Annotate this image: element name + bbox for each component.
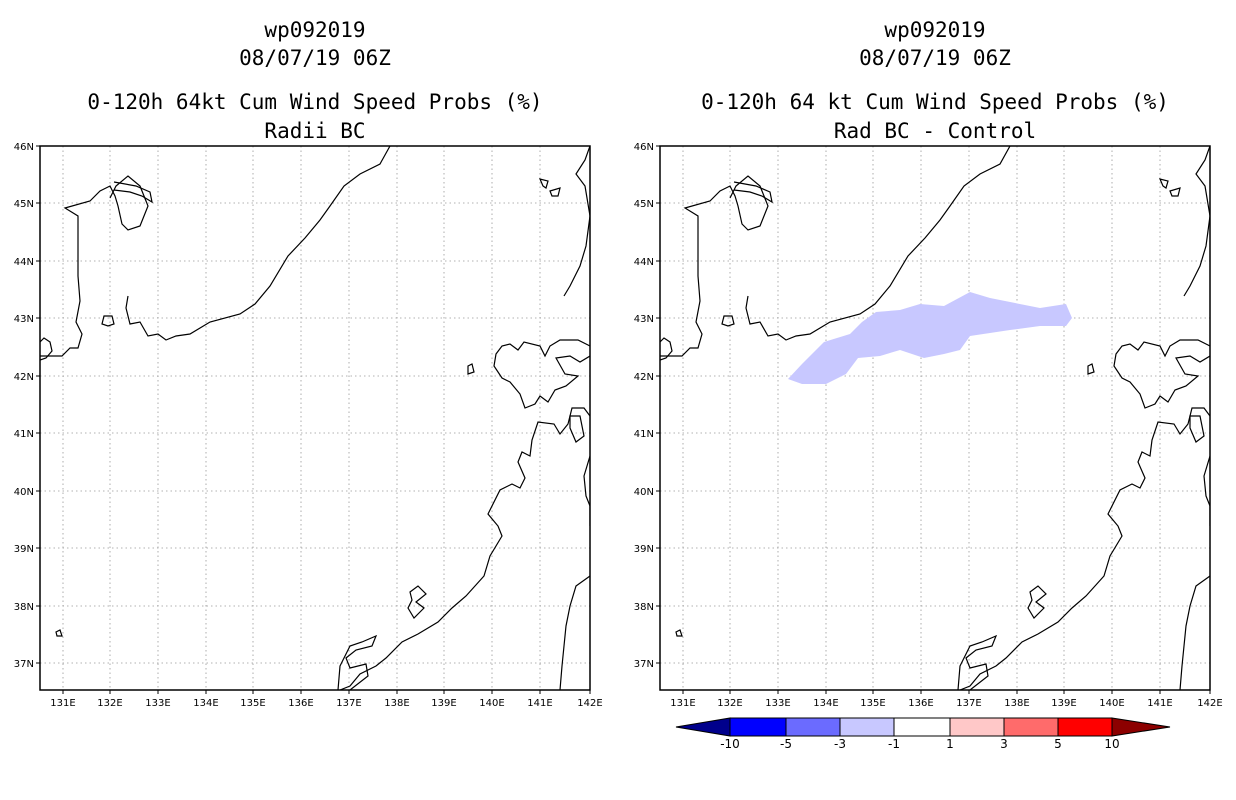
lon-tick-label: 141E	[527, 698, 552, 709]
right-title-storm: wp092019	[884, 18, 986, 42]
lon-tick-label: 132E	[97, 698, 122, 709]
colorbar-segment	[839, 717, 895, 737]
lon-tick-label: 139E	[1051, 698, 1076, 709]
colorbar-arrow-low	[675, 717, 731, 737]
left-title-subtitle: Radii BC	[264, 119, 366, 143]
lon-tick-label: 133E	[145, 698, 170, 709]
lat-tick-label: 39N	[634, 544, 654, 555]
probability-difference-region	[788, 292, 1072, 384]
lon-tick-label: 131E	[50, 698, 75, 709]
left-title-storm: wp092019	[264, 18, 366, 42]
colorbar-segment	[1003, 717, 1059, 737]
right-title-product: 0-120h 64 kt Cum Wind Speed Probs (%)	[701, 90, 1169, 114]
right-title-subtitle: Rad BC - Control	[833, 119, 1037, 143]
lon-tick-label: 135E	[240, 698, 265, 709]
colorbar-arrow-high	[1111, 717, 1171, 737]
lat-tick-label: 39N	[14, 544, 34, 555]
colorbar-segment	[949, 717, 1005, 737]
lat-tick-label: 45N	[14, 199, 34, 210]
left-map-panel: 131E 132E 133E 134E 135E 136E 137E 138E 139E 140E…	[14, 142, 603, 709]
lat-tick-label: 40N	[634, 487, 654, 498]
lon-tick-label: 136E	[288, 698, 313, 709]
lat-tick-label: 45N	[634, 199, 654, 210]
left-title-product: 0-120h 64kt Cum Wind Speed Probs (%)	[87, 90, 543, 114]
lon-tick-label: 142E	[1197, 698, 1222, 709]
right-map-panel: 131E 132E 133E 134E 135E 136E 137E 138E 139E 140E…	[634, 142, 1223, 709]
lon-tick-label: 140E	[479, 698, 504, 709]
colorbar-label: -3	[834, 737, 846, 751]
lat-tick-label: 38N	[14, 602, 34, 613]
colorbar-segment	[785, 717, 841, 737]
colorbar-segment	[1057, 717, 1113, 737]
lon-tick-label: 132E	[717, 698, 742, 709]
colorbar-segment	[893, 717, 951, 737]
lon-tick-label: 133E	[765, 698, 790, 709]
lat-tick-label: 38N	[634, 602, 654, 613]
colorbar-label: -10	[720, 737, 740, 751]
lon-tick-label: 134E	[193, 698, 218, 709]
lat-tick-label: 41N	[634, 429, 654, 440]
lat-tick-label: 37N	[14, 659, 34, 670]
lat-tick-label: 43N	[634, 314, 654, 325]
lon-tick-label: 137E	[336, 698, 361, 709]
lon-tick-label: 134E	[813, 698, 838, 709]
lat-tick-label: 42N	[634, 372, 654, 383]
lat-tick-label: 43N	[14, 314, 34, 325]
lat-tick-label: 44N	[14, 257, 34, 268]
colorbar-label: 1	[946, 737, 954, 751]
lat-tick-label: 37N	[634, 659, 654, 670]
lon-tick-label: 138E	[384, 698, 409, 709]
lat-tick-label: 42N	[14, 372, 34, 383]
colorbar: -10 -5 -3 -1 1 3 5 10	[675, 717, 1171, 751]
lat-tick-label: 46N	[634, 142, 654, 153]
lon-tick-label: 136E	[908, 698, 933, 709]
lon-tick-label: 141E	[1147, 698, 1172, 709]
lon-tick-label: 138E	[1004, 698, 1029, 709]
colorbar-label: -1	[888, 737, 900, 751]
lon-tick-label: 139E	[431, 698, 456, 709]
lon-tick-label: 140E	[1099, 698, 1124, 709]
colorbar-label: 5	[1054, 737, 1062, 751]
lat-tick-label: 46N	[14, 142, 34, 153]
lon-tick-label: 131E	[670, 698, 695, 709]
lat-tick-label: 40N	[14, 487, 34, 498]
colorbar-segment	[729, 717, 787, 737]
lon-tick-label: 137E	[956, 698, 981, 709]
colorbar-label: 10	[1104, 737, 1119, 751]
right-title-time: 08/07/19 06Z	[859, 46, 1011, 70]
colorbar-label: 3	[1000, 737, 1008, 751]
left-axis-ticks: 131E 132E 133E 134E 135E 136E 137E 138E 139E 140E…	[14, 142, 603, 709]
lat-tick-label: 41N	[14, 429, 34, 440]
lat-tick-label: 44N	[634, 257, 654, 268]
colorbar-label: -5	[780, 737, 792, 751]
lon-tick-label: 135E	[860, 698, 885, 709]
lon-tick-label: 142E	[577, 698, 602, 709]
right-axis-ticks: 131E 132E 133E 134E 135E 136E 137E 138E 139E 140E…	[634, 142, 1223, 709]
left-title-time: 08/07/19 06Z	[239, 46, 391, 70]
